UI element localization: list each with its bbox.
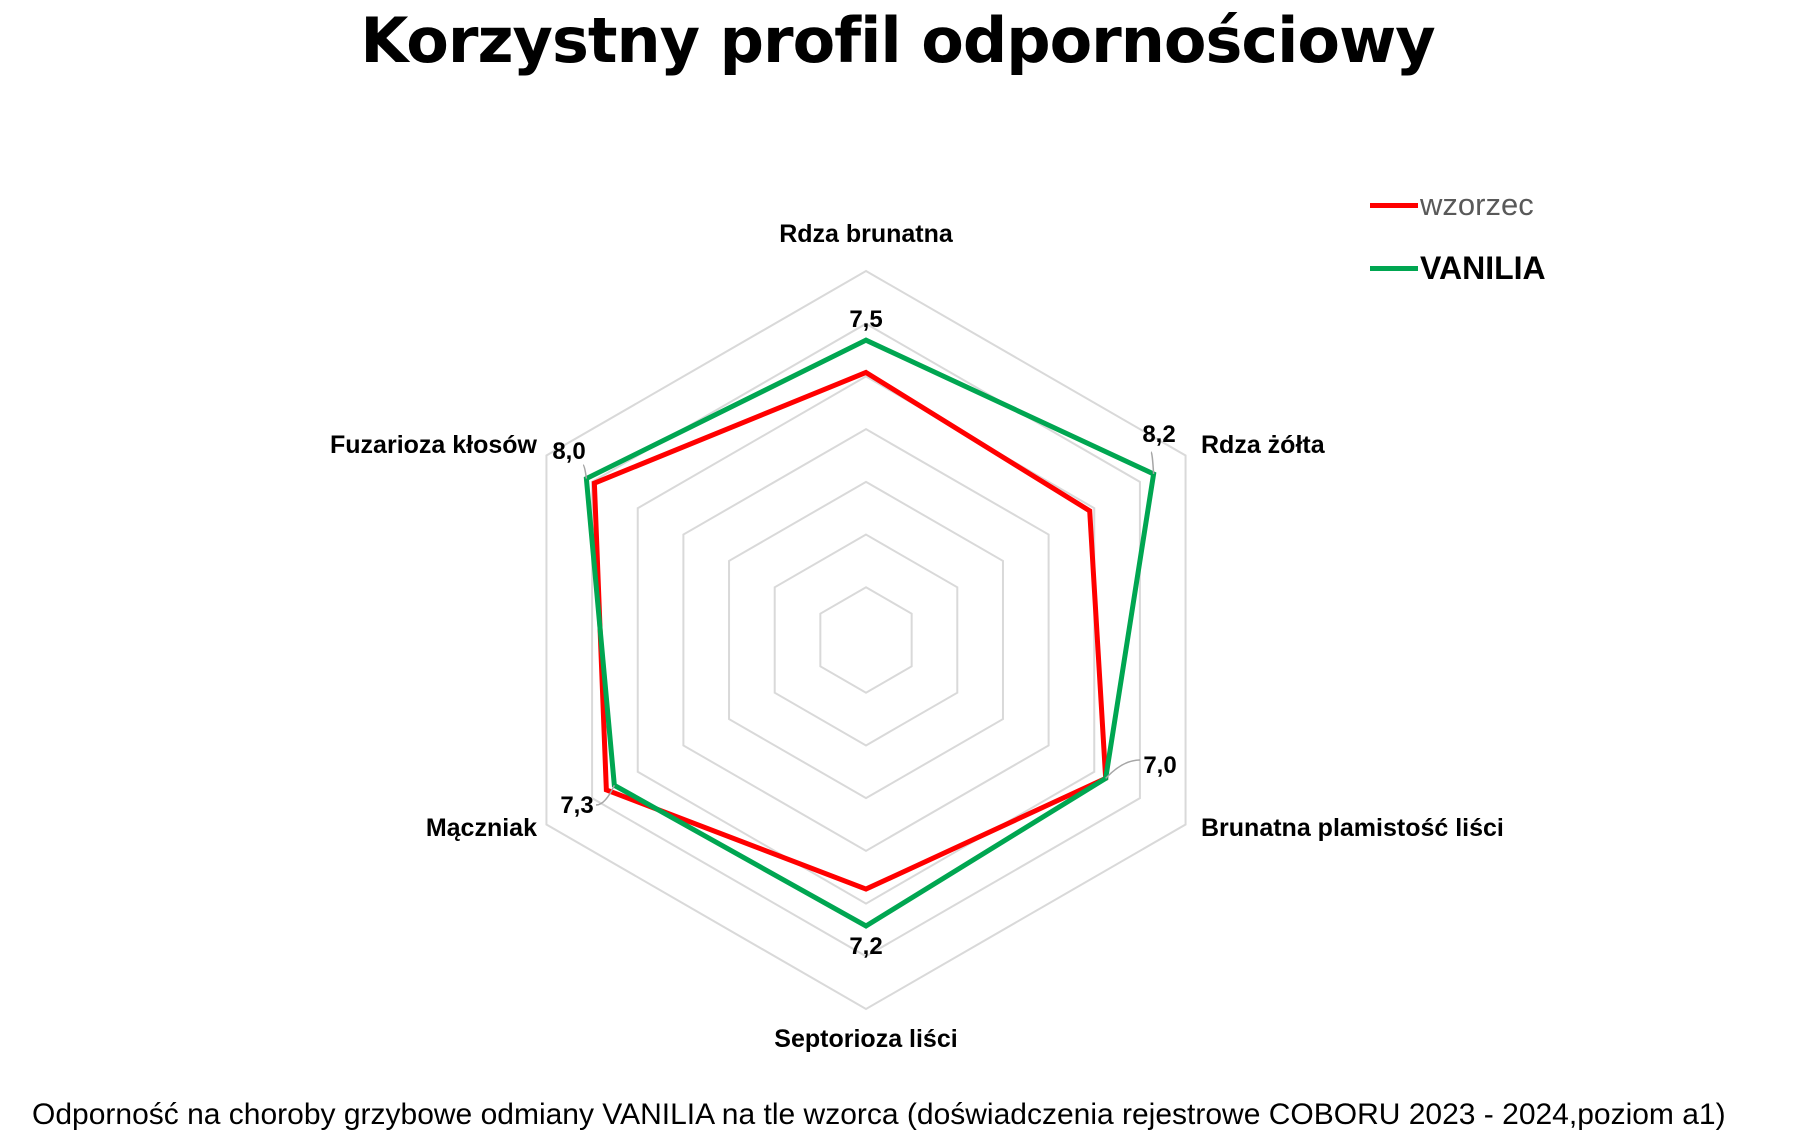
data-label-leader (582, 464, 588, 479)
grid-ring (636, 375, 1096, 905)
legend-line-vanilia (1370, 266, 1418, 271)
data-label: 7,2 (849, 933, 882, 960)
data-label: 8,2 (1142, 421, 1175, 448)
grid-ring (728, 480, 1004, 800)
axis-label: Fuzarioza kłosów (330, 431, 538, 459)
grid-ring (682, 427, 1050, 853)
data-label: 7,3 (560, 792, 593, 819)
axis-label: Mączniak (426, 814, 537, 842)
series-line-vanilia (583, 337, 1157, 929)
radar-series (583, 337, 1157, 929)
chart-caption: Odporność na choroby grzybowe odmiany VA… (32, 1098, 1726, 1131)
axis-label: Brunatna plamistość liści (1201, 814, 1504, 842)
chart-title: Korzystny profil odpornościowy (360, 4, 1435, 77)
axis-label: Septorioza liści (774, 1025, 957, 1053)
grid-ring (819, 586, 913, 694)
axis-label: Rdza brunatna (779, 220, 954, 248)
grid-ring (591, 322, 1141, 958)
series-line-wzorzec (591, 369, 1109, 892)
data-label-leader (1150, 451, 1155, 474)
data-label: 8,0 (552, 438, 585, 465)
data-label-leader (595, 784, 616, 806)
grid-ring (545, 269, 1187, 1011)
legend-line-wzorzec (1370, 203, 1418, 208)
data-label: 7,0 (1143, 752, 1176, 779)
grid-ring (773, 533, 959, 747)
radar-labels: Rdza brunatna Rdza żółta Brunatna plamisto… (330, 220, 1504, 1053)
data-label-leader (1105, 759, 1141, 779)
legend-label-wzorzec: wzorzec (1420, 187, 1534, 222)
radar-grid (545, 269, 1187, 1011)
axis-label: Rdza żółta (1201, 431, 1326, 459)
legend-label-vanilia: VANILIA (1420, 250, 1546, 286)
data-label: 7,5 (849, 306, 882, 333)
